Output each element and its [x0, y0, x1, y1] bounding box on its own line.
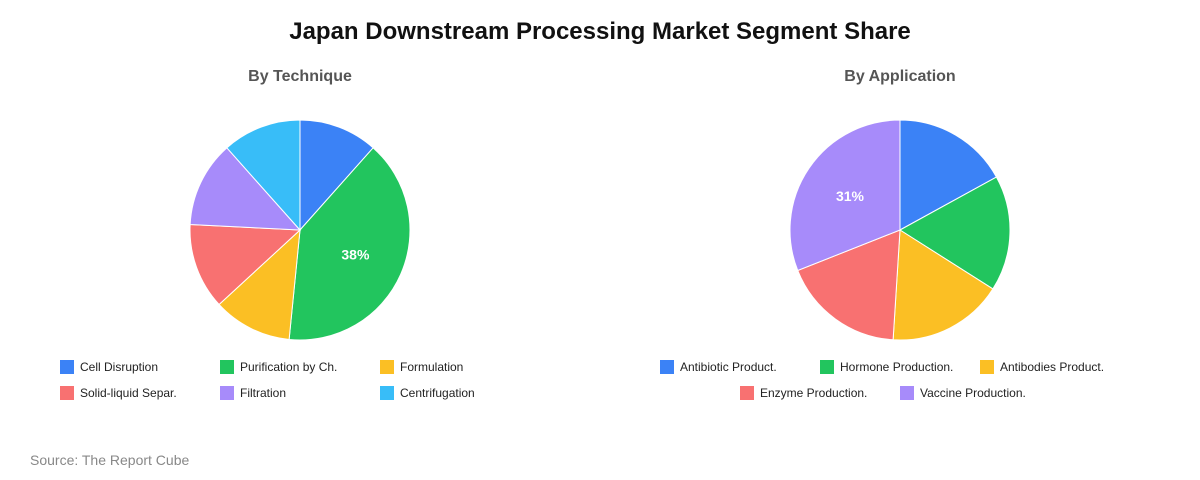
- pie-slice-cell-disruption[interactable]: [299, 119, 374, 232]
- legend-row: Enzyme Production. Vaccine Production.: [600, 386, 1200, 400]
- pie-slice-vaccine-production[interactable]: [789, 119, 901, 272]
- legend-swatch: [820, 360, 834, 374]
- chart-title: Japan Downstream Processing Market Segme…: [289, 18, 911, 45]
- legend-label: Vaccine Production.: [920, 386, 1026, 400]
- legend-swatch: [980, 360, 994, 374]
- legend-label: Purification by Ch.: [240, 360, 338, 374]
- pie-slice-purification-by-ch[interactable]: [288, 147, 411, 341]
- technique-pie: 38%: [189, 119, 411, 341]
- legend-label: Centrifugation: [400, 386, 475, 400]
- legend-swatch: [660, 360, 674, 374]
- legend-swatch: [900, 386, 914, 400]
- legend-label: Filtration: [240, 386, 287, 400]
- legend-label: Formulation: [400, 360, 464, 374]
- pie-slice-centrifugation[interactable]: [226, 119, 301, 232]
- legend-label: Enzyme Production.: [760, 386, 868, 400]
- legend-item[interactable]: Antibiotic Product.: [660, 360, 820, 374]
- legend-item[interactable]: Solid-liquid Separ.: [60, 386, 220, 400]
- legend-item[interactable]: Hormone Production.: [820, 360, 980, 374]
- application-pie: 31%: [789, 119, 1011, 341]
- legend-row: Cell Disruption Purification by Ch. Formul…: [0, 360, 600, 374]
- legend-swatch: [380, 360, 394, 374]
- legend-swatch: [60, 386, 74, 400]
- legend-item[interactable]: Antibodies Product.: [980, 360, 1140, 374]
- legend-item[interactable]: Filtration: [220, 386, 380, 400]
- application-subtitle: By Application: [844, 68, 956, 85]
- application-panel: By Application 31% Antibiotic Product. Ho…: [600, 60, 1200, 420]
- pie-slice-antibiotic-product[interactable]: [899, 119, 998, 231]
- technique-panel: By Technique 38% Cell Disruption Purifica…: [0, 60, 600, 420]
- pie-slice-formulation[interactable]: [218, 228, 301, 341]
- legend-label: Antibiotic Product.: [680, 360, 777, 374]
- pie-slice-enzyme-production[interactable]: [797, 229, 901, 341]
- pie-slice-antibodies-product[interactable]: [892, 229, 994, 341]
- pie-data-label: 31%: [836, 188, 865, 204]
- legend-label: Solid-liquid Separ.: [80, 386, 177, 400]
- legend-row: Antibiotic Product. Hormone Production. An…: [600, 360, 1200, 374]
- legend-swatch: [740, 386, 754, 400]
- legend-item[interactable]: Centrifugation: [380, 386, 540, 400]
- legend-swatch: [380, 386, 394, 400]
- legend-label: Hormone Production.: [840, 360, 954, 374]
- pie-slice-hormone-production[interactable]: [899, 176, 1011, 290]
- pie-slice-filtration[interactable]: [189, 147, 302, 231]
- legend-label: Antibodies Product.: [1000, 360, 1105, 374]
- technique-subtitle: By Technique: [248, 68, 352, 85]
- legend-item[interactable]: Cell Disruption: [60, 360, 220, 374]
- legend-swatch: [220, 386, 234, 400]
- legend-swatch: [220, 360, 234, 374]
- legend-item[interactable]: Formulation: [380, 360, 540, 374]
- legend-row: Solid-liquid Separ. Filtration Centrifugat…: [0, 386, 600, 400]
- legend-item[interactable]: Purification by Ch.: [220, 360, 380, 374]
- legend-swatch: [60, 360, 74, 374]
- legend-item[interactable]: Vaccine Production.: [900, 386, 1060, 400]
- pie-data-label: 38%: [341, 246, 370, 262]
- legend-label: Cell Disruption: [80, 360, 159, 374]
- legend-item[interactable]: Enzyme Production.: [740, 386, 900, 400]
- pie-slice-solid-liquid-separ[interactable]: [189, 224, 302, 306]
- source-note: Source: The Report Cube: [30, 452, 190, 468]
